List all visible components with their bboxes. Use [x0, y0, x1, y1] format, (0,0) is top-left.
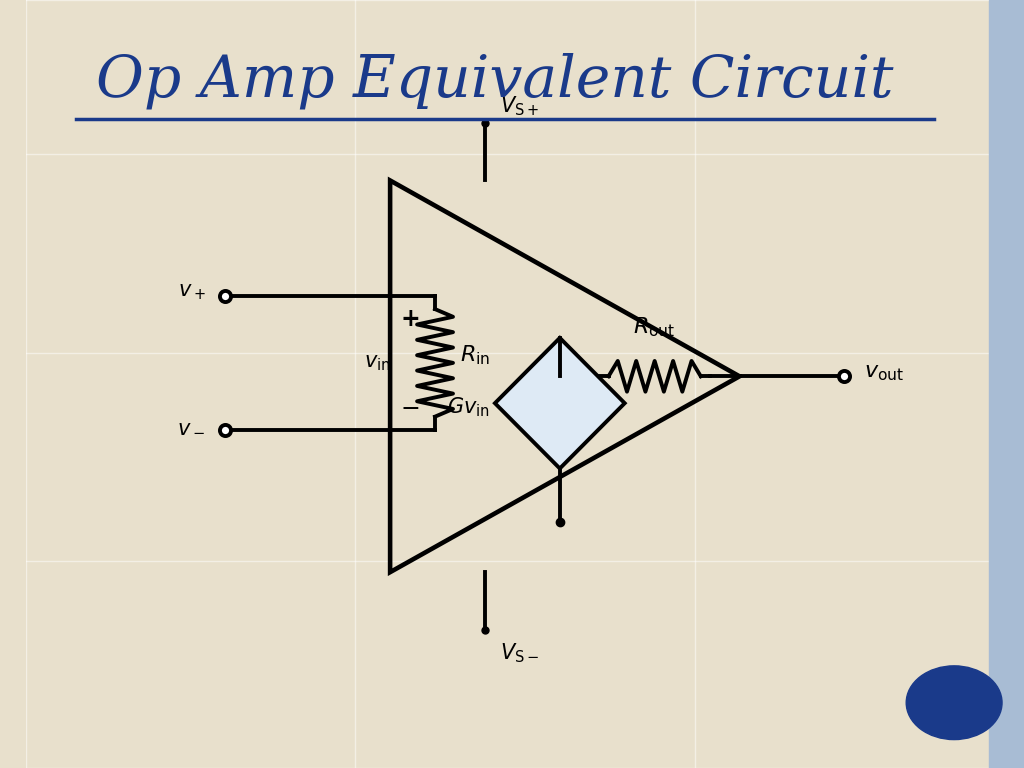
- Polygon shape: [495, 338, 625, 468]
- Text: $v_-$: $v_-$: [177, 417, 206, 435]
- Text: $v_{\mathrm{out}}$: $v_{\mathrm{out}}$: [864, 362, 904, 383]
- Circle shape: [906, 666, 1002, 740]
- Bar: [989, 0, 1024, 768]
- Text: +: +: [400, 306, 420, 331]
- Text: $R_{\mathrm{in}}$: $R_{\mathrm{in}}$: [460, 343, 490, 367]
- Text: $v_+$: $v_+$: [177, 282, 206, 302]
- Text: $v_{\mathrm{in}}$: $v_{\mathrm{in}}$: [364, 353, 390, 372]
- Text: +: +: [552, 375, 567, 393]
- Text: $-$: $-$: [400, 395, 420, 419]
- Text: $V_{\mathsf{S+}}$: $V_{\mathsf{S+}}$: [500, 94, 539, 118]
- Text: Op Amp Equivalent Circuit: Op Amp Equivalent Circuit: [96, 52, 894, 109]
- Text: $V_{\mathsf{S-}}$: $V_{\mathsf{S-}}$: [500, 641, 539, 665]
- Text: $-$: $-$: [552, 413, 568, 432]
- Text: $R_{\mathrm{out}}$: $R_{\mathrm{out}}$: [634, 316, 676, 339]
- Text: $Gv_{\mathrm{in}}$: $Gv_{\mathrm{in}}$: [447, 396, 489, 419]
